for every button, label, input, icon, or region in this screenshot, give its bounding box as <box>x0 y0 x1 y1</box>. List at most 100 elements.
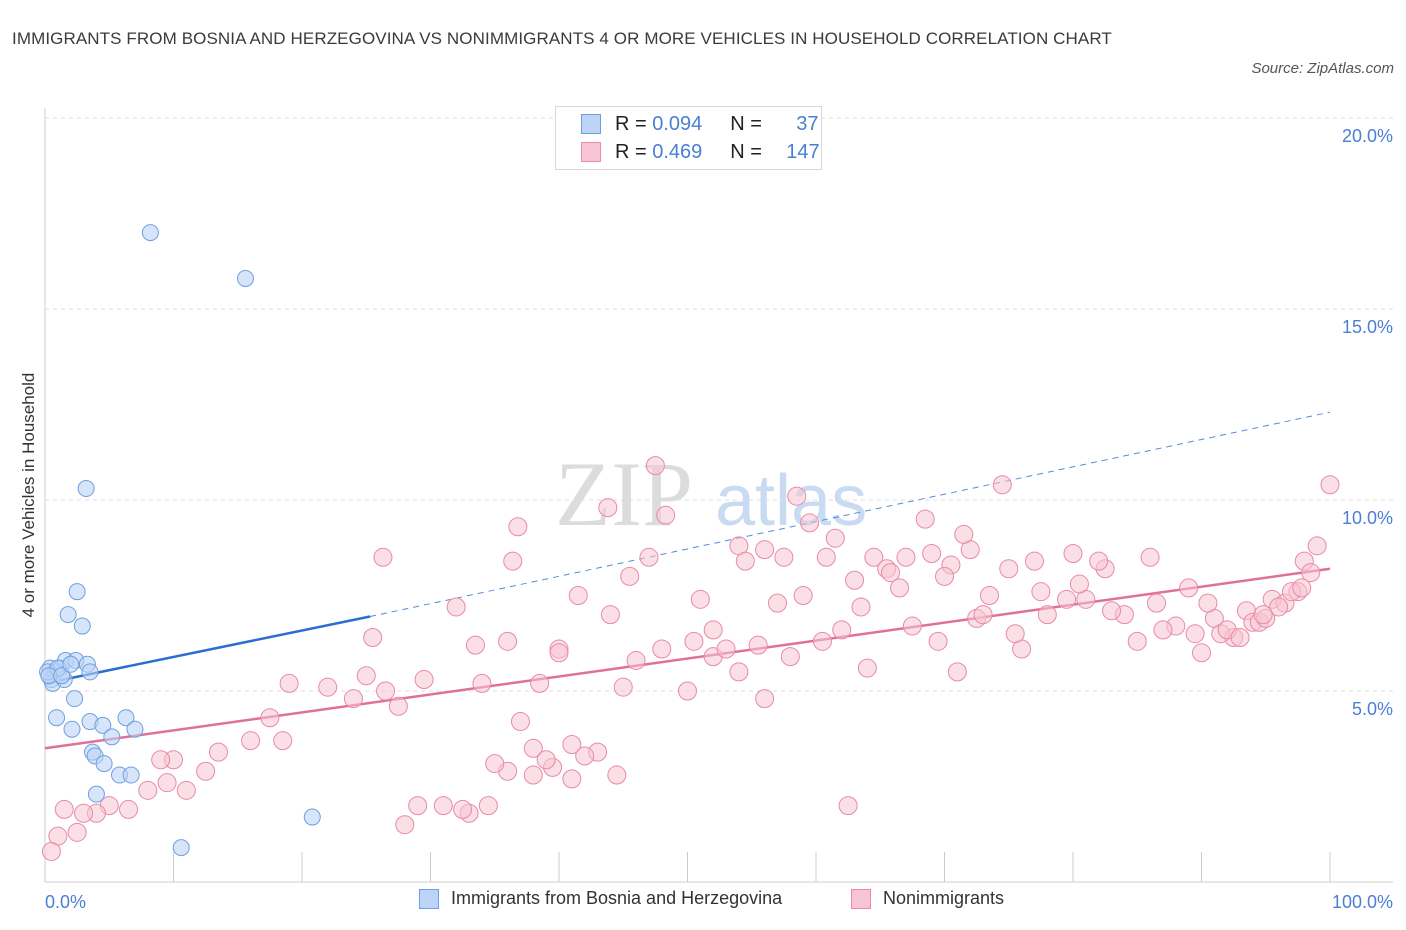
axes <box>44 108 1393 883</box>
nonimmigrants-point <box>523 738 543 758</box>
legend-n-value: 147 <box>786 140 820 163</box>
nonimmigrants-point <box>1057 589 1077 609</box>
nonimmigrants-point <box>119 799 139 819</box>
nonimmigrants-point <box>151 750 171 770</box>
nonimmigrants-point <box>562 734 582 754</box>
nonimmigrants-point <box>607 765 627 785</box>
nonimmigrants-point <box>1230 628 1250 648</box>
bosnia-point <box>68 583 86 601</box>
y-axis-label: 4 or more Vehicles in Household <box>19 373 38 618</box>
y-tick-label: 5.0% <box>1352 699 1393 719</box>
nonimmigrants-point <box>800 513 820 533</box>
legend-n-label: N = <box>730 140 768 163</box>
nonimmigrants-point <box>598 498 618 518</box>
bosnia-point <box>62 655 80 673</box>
nonimmigrants-point <box>851 597 871 617</box>
nonimmigrants-point <box>832 620 852 640</box>
nonimmigrants-point <box>414 670 434 690</box>
nonimmigrants-point <box>954 524 974 544</box>
nonimmigrants-point <box>1037 605 1057 625</box>
nonimmigrants-point <box>343 689 363 709</box>
nonimmigrants-point <box>652 639 672 659</box>
y-tick-label: 20.0% <box>1342 126 1393 146</box>
legend-swatch-nonimmigrants <box>851 888 871 909</box>
nonimmigrants-point <box>735 551 755 571</box>
nonimmigrants-point <box>1269 597 1289 617</box>
nonimmigrants-point <box>1063 543 1083 563</box>
legend-r-value: 0.094 <box>652 112 703 135</box>
y-tick-labels: 5.0% 10.0% 15.0% 20.0% <box>1342 126 1393 719</box>
nonimmigrants-point <box>857 658 877 678</box>
nonimmigrants-point <box>453 799 473 819</box>
nonimmigrants-point <box>915 509 935 529</box>
nonimmigrants-point <box>645 456 665 476</box>
nonimmigrants-point <box>54 799 74 819</box>
nonimmigrants-point <box>408 796 428 816</box>
nonimmigrants-point <box>896 547 916 567</box>
nonimmigrants-point <box>1192 643 1211 663</box>
chart-title: IMMIGRANTS FROM BOSNIA AND HERZEGOVINA V… <box>12 29 1112 48</box>
bosnia-point <box>95 755 113 773</box>
nonimmigrants-point <box>816 547 836 567</box>
nonimmigrants-point <box>1307 536 1327 556</box>
nonimmigrants-point <box>176 780 196 800</box>
nonimmigrants-point <box>973 605 993 625</box>
nonimmigrants-point <box>1185 624 1205 644</box>
bosnia-point <box>73 617 91 635</box>
bosnia-point <box>81 663 99 681</box>
bosnia-point <box>172 839 190 857</box>
nonimmigrants-point <box>1005 624 1025 644</box>
nonimmigrants-point <box>928 631 948 651</box>
nonimmigrants-point <box>774 547 794 567</box>
nonimmigrants-point <box>562 769 582 789</box>
legend-r-label: R = <box>615 140 653 163</box>
nonimmigrants-point <box>568 586 588 605</box>
nonimmigrants-point <box>979 586 999 605</box>
nonimmigrants-point <box>626 650 646 670</box>
nonimmigrants-point <box>716 639 736 659</box>
nonimmigrants-point <box>485 754 505 774</box>
nonimmigrants-point <box>992 475 1012 495</box>
watermark: ZIP atlas <box>555 443 867 545</box>
nonimmigrants-point <box>1153 620 1173 640</box>
nonimmigrants-point <box>620 566 640 586</box>
nonimmigrants-point <box>373 547 393 567</box>
nonimmigrants-point <box>1127 631 1147 651</box>
nonimmigrants-point <box>1069 574 1089 594</box>
nonimmigrants-point <box>67 822 87 842</box>
bosnia-points <box>39 224 321 857</box>
legend-label-bosnia: Immigrants from Bosnia and Herzegovina <box>451 888 783 908</box>
nonimmigrants-point <box>690 589 710 609</box>
nonimmigrants-point <box>890 578 910 598</box>
nonimmigrants-point <box>1301 563 1321 583</box>
y-tick-label: 10.0% <box>1342 508 1393 528</box>
nonimmigrants-point <box>787 486 807 506</box>
nonimmigrants-point <box>1292 578 1312 598</box>
nonimmigrants-point <box>530 673 550 693</box>
nonimmigrants-point <box>767 593 787 613</box>
nonimmigrants-point <box>755 540 775 560</box>
nonimmigrants-point <box>376 681 396 701</box>
nonimmigrants-point <box>825 528 845 548</box>
nonimmigrants-point <box>748 635 768 655</box>
chart-source: Source: ZipAtlas.com <box>1251 60 1394 77</box>
nonimmigrants-point <box>388 696 408 716</box>
nonimmigrants-point <box>1031 582 1051 602</box>
nonimmigrants-point <box>508 517 528 537</box>
nonimmigrants-point <box>678 681 697 701</box>
bosnia-point <box>236 269 254 287</box>
nonimmigrants-point <box>845 570 865 590</box>
nonimmigrants-point <box>1140 547 1160 567</box>
nonimmigrants-point <box>639 547 659 567</box>
nonimmigrants-point <box>503 551 523 571</box>
bosnia-point <box>59 606 77 624</box>
legend-row-nonimmigrants: R = 0.469 N = 147 <box>581 139 820 165</box>
nonimmigrants-trend-line <box>44 567 1331 750</box>
bosnia-trend-line <box>44 615 371 685</box>
bosnia-point <box>141 224 159 242</box>
bosnia-point <box>53 667 71 685</box>
legend-r-label: R = <box>615 112 653 135</box>
legend-swatch-bosnia <box>419 888 439 909</box>
nonimmigrants-point <box>41 841 61 861</box>
nonimmigrants-point <box>1102 601 1122 621</box>
